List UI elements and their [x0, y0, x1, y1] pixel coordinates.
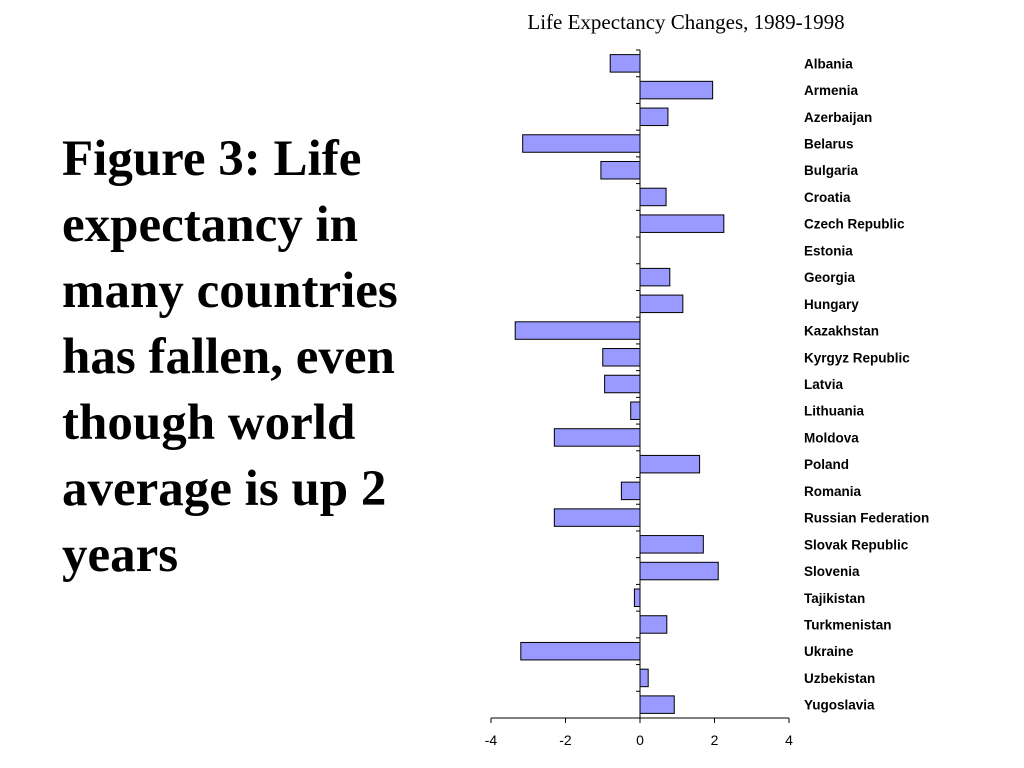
category-label-kazakhstan: Kazakhstan [804, 324, 879, 339]
bar-georgia [639, 267, 671, 287]
category-label-hungary: Hungary [804, 297, 859, 312]
category-label-czech-republic: Czech Republic [804, 217, 905, 232]
category-label-turkmenistan: Turkmenistan [804, 617, 892, 632]
category-label-georgia: Georgia [804, 270, 856, 285]
category-label-slovak-republic: Slovak Republic [804, 537, 909, 552]
category-label-tajikistan: Tajikistan [804, 591, 865, 606]
category-label-yugoslavia: Yugoslavia [804, 698, 875, 713]
category-label-romania: Romania [804, 484, 862, 499]
figure-caption: Figure 3: Life expectancy in many countr… [62, 131, 398, 583]
bar-hungary [639, 294, 684, 314]
category-label-estonia: Estonia [804, 243, 853, 258]
bars-layer [514, 54, 725, 714]
bar-romania [620, 481, 641, 501]
bar-poland [639, 454, 701, 474]
bar-slovenia [639, 561, 719, 581]
bar-moldova [553, 428, 641, 447]
category-label-poland: Poland [804, 457, 849, 472]
category-label-albania: Albania [804, 56, 853, 71]
category-label-bulgaria: Bulgaria [804, 163, 859, 178]
category-label-ukraine: Ukraine [804, 644, 854, 659]
category-label-croatia: Croatia [804, 190, 851, 205]
x-tick-label: 4 [785, 732, 793, 748]
category-label-russian-federation: Russian Federation [804, 511, 929, 526]
category-label-belarus: Belarus [804, 137, 854, 152]
bar-belarus [522, 134, 641, 153]
chart-title: Life Expectancy Changes, 1989-1998 [527, 10, 844, 34]
category-label-lithuania: Lithuania [804, 404, 864, 419]
bar-kyrgyz-republic [602, 348, 641, 367]
bar-ukraine [520, 641, 641, 661]
bar-slovak-republic [639, 535, 704, 554]
bar-tajikistan [633, 588, 641, 608]
bar-azerbaijan [639, 107, 669, 127]
bar-croatia [639, 187, 667, 207]
bar-latvia [604, 374, 641, 394]
bar-armenia [639, 80, 714, 100]
bar-bulgaria [600, 160, 641, 180]
axes-layer [490, 49, 790, 723]
category-label-slovenia: Slovenia [804, 564, 860, 579]
x-tick-label: 2 [711, 732, 719, 748]
bar-russian-federation [553, 508, 641, 527]
category-label-latvia: Latvia [804, 377, 844, 392]
category-label-moldova: Moldova [804, 430, 859, 445]
category-label-uzbekistan: Uzbekistan [804, 671, 875, 686]
category-label-kyrgyz-republic: Kyrgyz Republic [804, 350, 910, 365]
labels-layer: Albania Armenia Azerbaijan Belarus Bulgaria C… [485, 56, 930, 748]
bar-albania [609, 54, 641, 73]
category-label-armenia: Armenia [804, 83, 859, 98]
bar-turkmenistan [639, 615, 668, 634]
x-tick-label: -4 [485, 732, 498, 748]
x-tick-label: -2 [559, 732, 572, 748]
bar-uzbekistan [639, 668, 649, 688]
category-label-azerbaijan: Azerbaijan [804, 110, 872, 125]
bar-kazakhstan [514, 321, 641, 340]
bar-lithuania [630, 401, 641, 420]
bar-yugoslavia [639, 695, 675, 714]
x-tick-label: 0 [636, 732, 644, 748]
bar-czech-republic [639, 214, 725, 233]
